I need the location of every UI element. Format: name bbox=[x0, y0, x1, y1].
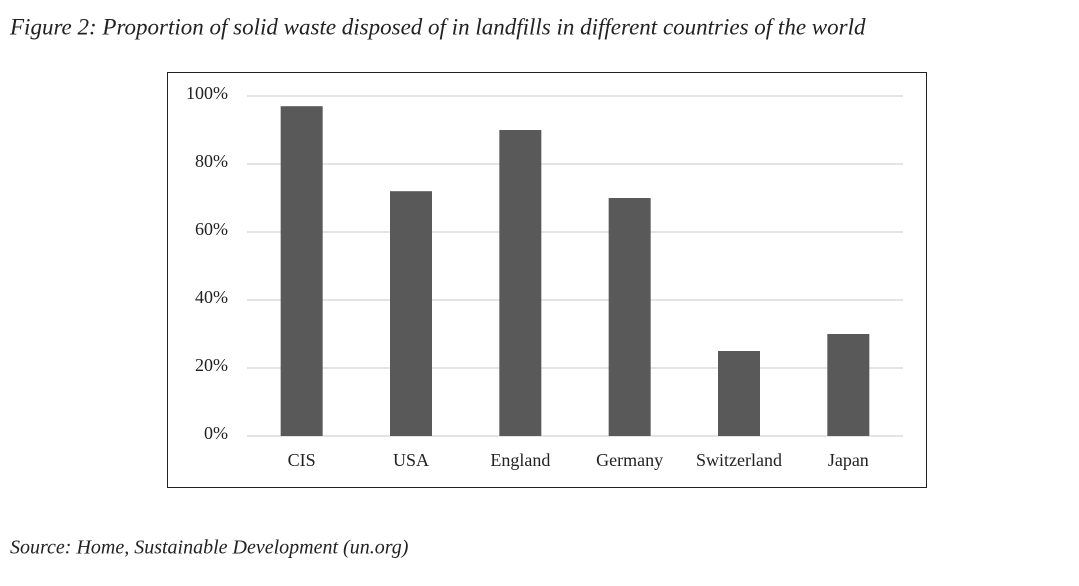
y-tick-label: 60% bbox=[195, 219, 228, 239]
y-tick-label: 0% bbox=[204, 423, 228, 443]
bar bbox=[390, 191, 432, 436]
bar bbox=[499, 130, 542, 436]
caption: Figure 2: Proportion of solid waste disp… bbox=[9, 14, 866, 39]
bar bbox=[718, 351, 760, 436]
chart-frame bbox=[167, 72, 927, 488]
x-tick-label: Japan bbox=[828, 450, 869, 470]
y-tick-label: 40% bbox=[195, 287, 228, 307]
x-tick-label: USA bbox=[393, 450, 429, 470]
bar bbox=[827, 334, 870, 436]
x-tick-label: England bbox=[490, 450, 550, 470]
y-tick-label: 80% bbox=[195, 151, 228, 171]
source: Source: Home, Sustainable Development (u… bbox=[10, 537, 409, 559]
x-tick-label: CIS bbox=[288, 450, 316, 470]
y-tick-label: 20% bbox=[195, 355, 228, 375]
x-tick-label: Germany bbox=[596, 450, 663, 470]
x-tick-label: Switzerland bbox=[696, 450, 782, 470]
bar bbox=[608, 198, 651, 436]
y-tick-label: 100% bbox=[186, 83, 228, 103]
bar bbox=[280, 106, 323, 436]
